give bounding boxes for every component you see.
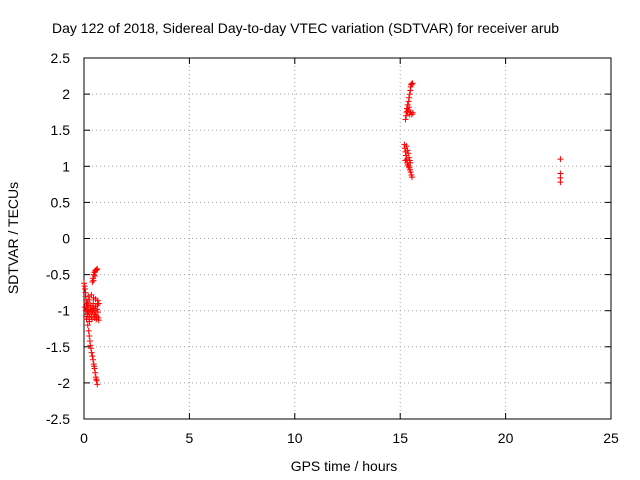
data-point xyxy=(409,80,416,87)
data-point xyxy=(557,179,564,186)
data-point xyxy=(93,266,100,273)
data-point xyxy=(408,80,415,87)
data-point xyxy=(405,163,412,170)
data-point xyxy=(406,94,413,101)
data-point xyxy=(404,147,411,154)
grid xyxy=(84,58,611,419)
y-tick-label: 1.5 xyxy=(51,122,71,138)
data-point xyxy=(89,278,96,285)
plot-frame xyxy=(83,57,612,420)
data-point xyxy=(91,363,98,370)
data-point xyxy=(93,376,100,383)
data-point xyxy=(408,81,415,88)
x-tick-label: 15 xyxy=(392,430,408,446)
y-tick-label: 2 xyxy=(62,86,70,102)
data-point xyxy=(409,109,416,116)
y-tick-label: -1.5 xyxy=(46,339,70,355)
y-tick-label: -1 xyxy=(58,303,71,319)
data-point xyxy=(87,342,94,349)
y-tick-label: 0 xyxy=(62,231,70,247)
data-point xyxy=(82,307,89,314)
x-tick-label: 20 xyxy=(498,430,514,446)
data-point xyxy=(86,296,93,303)
data-point xyxy=(403,143,410,150)
y-tick-label: -0.5 xyxy=(46,267,70,283)
data-point xyxy=(402,157,409,164)
data-point xyxy=(405,150,412,157)
data-point xyxy=(89,353,96,360)
data-point xyxy=(84,322,91,329)
data-point xyxy=(91,273,98,280)
data-point xyxy=(90,277,97,284)
data-point xyxy=(557,156,564,163)
y-axis-label: SDTVAR / TECUs xyxy=(5,182,21,294)
data-point xyxy=(407,159,414,166)
data-point xyxy=(403,156,410,163)
data-point xyxy=(409,174,416,181)
y-tick-label: -2 xyxy=(58,375,71,391)
y-axis: -2.5 -2 -1.5 -1 -0.5 0 0.5 1 1.5 2 2.5 xyxy=(46,50,611,427)
data-point xyxy=(86,332,93,339)
data-point xyxy=(81,280,87,287)
data-point xyxy=(408,111,415,118)
x-tick-label: 10 xyxy=(287,430,303,446)
data-point xyxy=(406,154,413,161)
data-point xyxy=(95,300,102,307)
data-point xyxy=(87,345,94,352)
data-point xyxy=(95,317,102,324)
data-point xyxy=(88,349,95,356)
y-tick-label: 0.5 xyxy=(51,194,71,210)
data-point xyxy=(94,309,101,316)
data-point xyxy=(94,297,101,304)
x-axis: 0 5 10 15 20 25 xyxy=(80,58,619,446)
data-points xyxy=(81,80,564,388)
chart-title: Day 122 of 2018, Sidereal Day-to-day VTE… xyxy=(52,20,559,36)
data-point xyxy=(92,369,99,376)
data-point xyxy=(85,293,92,300)
x-tick-label: 25 xyxy=(603,430,619,446)
data-point xyxy=(407,169,414,176)
data-point xyxy=(85,327,92,334)
data-point xyxy=(94,381,101,388)
data-point xyxy=(402,116,409,123)
data-point xyxy=(406,104,413,111)
y-tick-label: 2.5 xyxy=(51,50,71,66)
x-axis-label: GPS time / hours xyxy=(291,458,398,474)
x-tick-label: 5 xyxy=(186,430,194,446)
y-tick-label: 1 xyxy=(62,158,70,174)
data-point xyxy=(406,91,413,98)
data-point xyxy=(404,108,411,115)
y-tick-label: -2.5 xyxy=(46,411,70,427)
x-tick-label: 0 xyxy=(80,430,88,446)
data-point xyxy=(94,265,101,272)
data-point xyxy=(90,356,97,363)
data-point xyxy=(92,267,99,274)
